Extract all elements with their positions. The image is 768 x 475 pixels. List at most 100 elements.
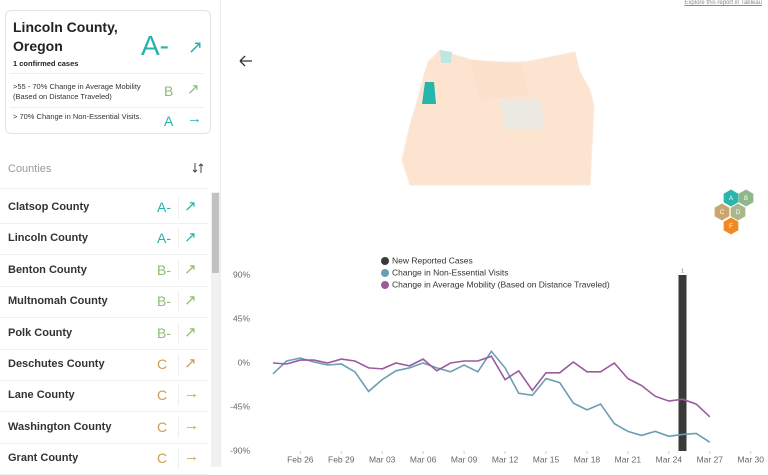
summary-card — [5, 10, 211, 134]
trend-icon: ↗ — [188, 37, 204, 57]
county-title: Lincoln County, Oregon — [13, 19, 118, 54]
county-trend: ↗ — [184, 323, 197, 341]
county-name: Grant County — [8, 452, 79, 465]
grade: A- — [141, 30, 169, 61]
bar — [678, 275, 687, 451]
county-trend: ↗ — [184, 355, 197, 372]
row-divider — [178, 385, 179, 407]
county-grade: B- — [157, 261, 171, 278]
scroll-thumb[interactable] — [212, 193, 219, 273]
panel-divider — [220, 0, 221, 467]
y-tick-label: -45% — [230, 401, 250, 411]
hex-label: F — [729, 224, 733, 230]
list-header: Counties — [8, 163, 52, 175]
county-name: Lane County — [8, 389, 75, 402]
county-trend: ↗ — [184, 292, 197, 310]
county-name: Multnomah County — [8, 295, 108, 308]
hex — [723, 189, 739, 207]
x-tick-label: Mar 06 — [410, 454, 437, 464]
county-name: Lincoln County — [8, 232, 89, 245]
row-divider — [178, 322, 179, 344]
legend-marker — [381, 257, 389, 265]
county-grade: B- — [157, 293, 171, 310]
x-tick-label: Mar 27 — [697, 454, 724, 464]
cases: 1 confirmed cases — [13, 59, 79, 68]
legend-marker — [381, 269, 389, 277]
hex — [738, 189, 754, 207]
county-trend: ↗ — [184, 260, 197, 278]
metric-label: > 70% Change in Non-Essential Visits. — [13, 112, 142, 121]
row-divider — [178, 416, 179, 438]
metric-grade: B — [164, 83, 174, 99]
county-grade: B- — [157, 324, 171, 341]
hex — [730, 203, 746, 221]
row-divider — [178, 354, 179, 375]
county-name: Polk County — [8, 326, 73, 339]
row-divider — [178, 228, 179, 250]
hex-label: D — [736, 210, 741, 216]
county-name: Deschutes County — [8, 358, 105, 370]
hex-label: A — [729, 196, 733, 202]
row-divider — [178, 197, 179, 218]
county-name: Benton County — [8, 263, 87, 276]
hex — [714, 203, 730, 221]
county-trend: → — [184, 385, 199, 403]
grade-legend: A B C D F — [714, 189, 754, 235]
county-row[interactable]: Deschutes County C ↗ — [0, 349, 208, 381]
x-tick-label: Mar 12 — [492, 454, 519, 464]
county-trend: → — [184, 416, 199, 434]
hex — [723, 217, 739, 235]
metric-trend: → — [187, 110, 202, 127]
county-grade: C — [157, 356, 168, 372]
county-grade: C — [157, 387, 168, 404]
back-arrow[interactable] — [239, 55, 252, 67]
x-tick-label: Mar 30 — [738, 454, 765, 464]
metric-grade: A — [164, 113, 174, 129]
x-tick-label: Mar 09 — [451, 454, 478, 464]
county-row[interactable]: Lane County C → — [0, 380, 208, 413]
tableau-link[interactable]: Explore this report in Tableau — [684, 0, 762, 6]
county-grade: A- — [157, 199, 171, 215]
county-grade: A- — [157, 230, 171, 247]
y-tick-label: 45% — [233, 313, 250, 323]
oregon-map — [401, 49, 595, 186]
hex-label: C — [720, 210, 725, 216]
county-trend: ↗ — [184, 198, 197, 215]
y-tick-label: -90% — [230, 445, 250, 455]
line-series — [272, 349, 711, 443]
x-tick-label: Feb 29 — [328, 454, 355, 464]
x-tick-label: Mar 18 — [574, 454, 601, 464]
legend-label: Change in Average Mobility (Based on Dis… — [392, 279, 610, 289]
legend-label: New Reported Cases — [392, 255, 473, 265]
county-row[interactable]: Benton County B- ↗ — [0, 255, 208, 287]
county-row[interactable]: Washington County C → — [0, 412, 208, 444]
county-row[interactable]: Polk County B- ↗ — [0, 318, 208, 350]
county-name: Washington County — [8, 420, 112, 433]
county-name: Clatsop County — [8, 201, 90, 213]
divider — [0, 188, 208, 189]
scrollbar[interactable] — [211, 192, 220, 467]
sort-icon[interactable] — [192, 162, 204, 174]
county-row[interactable]: Clatsop County A- ↗ — [0, 192, 208, 224]
county-grade: C — [157, 418, 168, 435]
row-divider — [178, 448, 179, 470]
county-trend: ↗ — [184, 229, 197, 247]
hex-label: B — [744, 196, 748, 202]
county-row[interactable]: Lincoln County A- ↗ — [0, 223, 208, 256]
x-tick-label: Mar 21 — [615, 454, 642, 464]
county-trend: → — [184, 448, 199, 466]
bar-label: 1 — [681, 268, 684, 274]
county-row[interactable]: Multnomah County B- ↗ — [0, 286, 208, 319]
x-tick-label: Mar 03 — [369, 454, 396, 464]
x-tick-label: Mar 24 — [656, 454, 683, 464]
x-tick-label: Feb 26 — [287, 454, 314, 464]
line-series — [272, 355, 711, 418]
metric-trend: ↗ — [187, 81, 200, 98]
legend-marker — [381, 281, 389, 289]
row-divider — [178, 259, 179, 281]
county-grade: C — [157, 450, 168, 467]
y-tick-label: 90% — [233, 269, 250, 279]
y-tick-label: 0% — [238, 357, 251, 367]
